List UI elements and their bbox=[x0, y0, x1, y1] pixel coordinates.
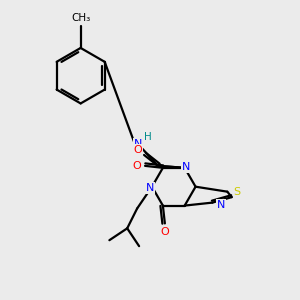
Text: N: N bbox=[182, 162, 190, 172]
Text: O: O bbox=[134, 145, 142, 155]
Text: CH₃: CH₃ bbox=[71, 13, 90, 23]
Text: N: N bbox=[217, 200, 226, 210]
Text: S: S bbox=[234, 187, 241, 197]
Text: N: N bbox=[146, 183, 154, 193]
Text: N: N bbox=[134, 139, 142, 149]
Text: O: O bbox=[160, 227, 169, 237]
Text: H: H bbox=[144, 132, 152, 142]
Text: O: O bbox=[133, 161, 142, 171]
